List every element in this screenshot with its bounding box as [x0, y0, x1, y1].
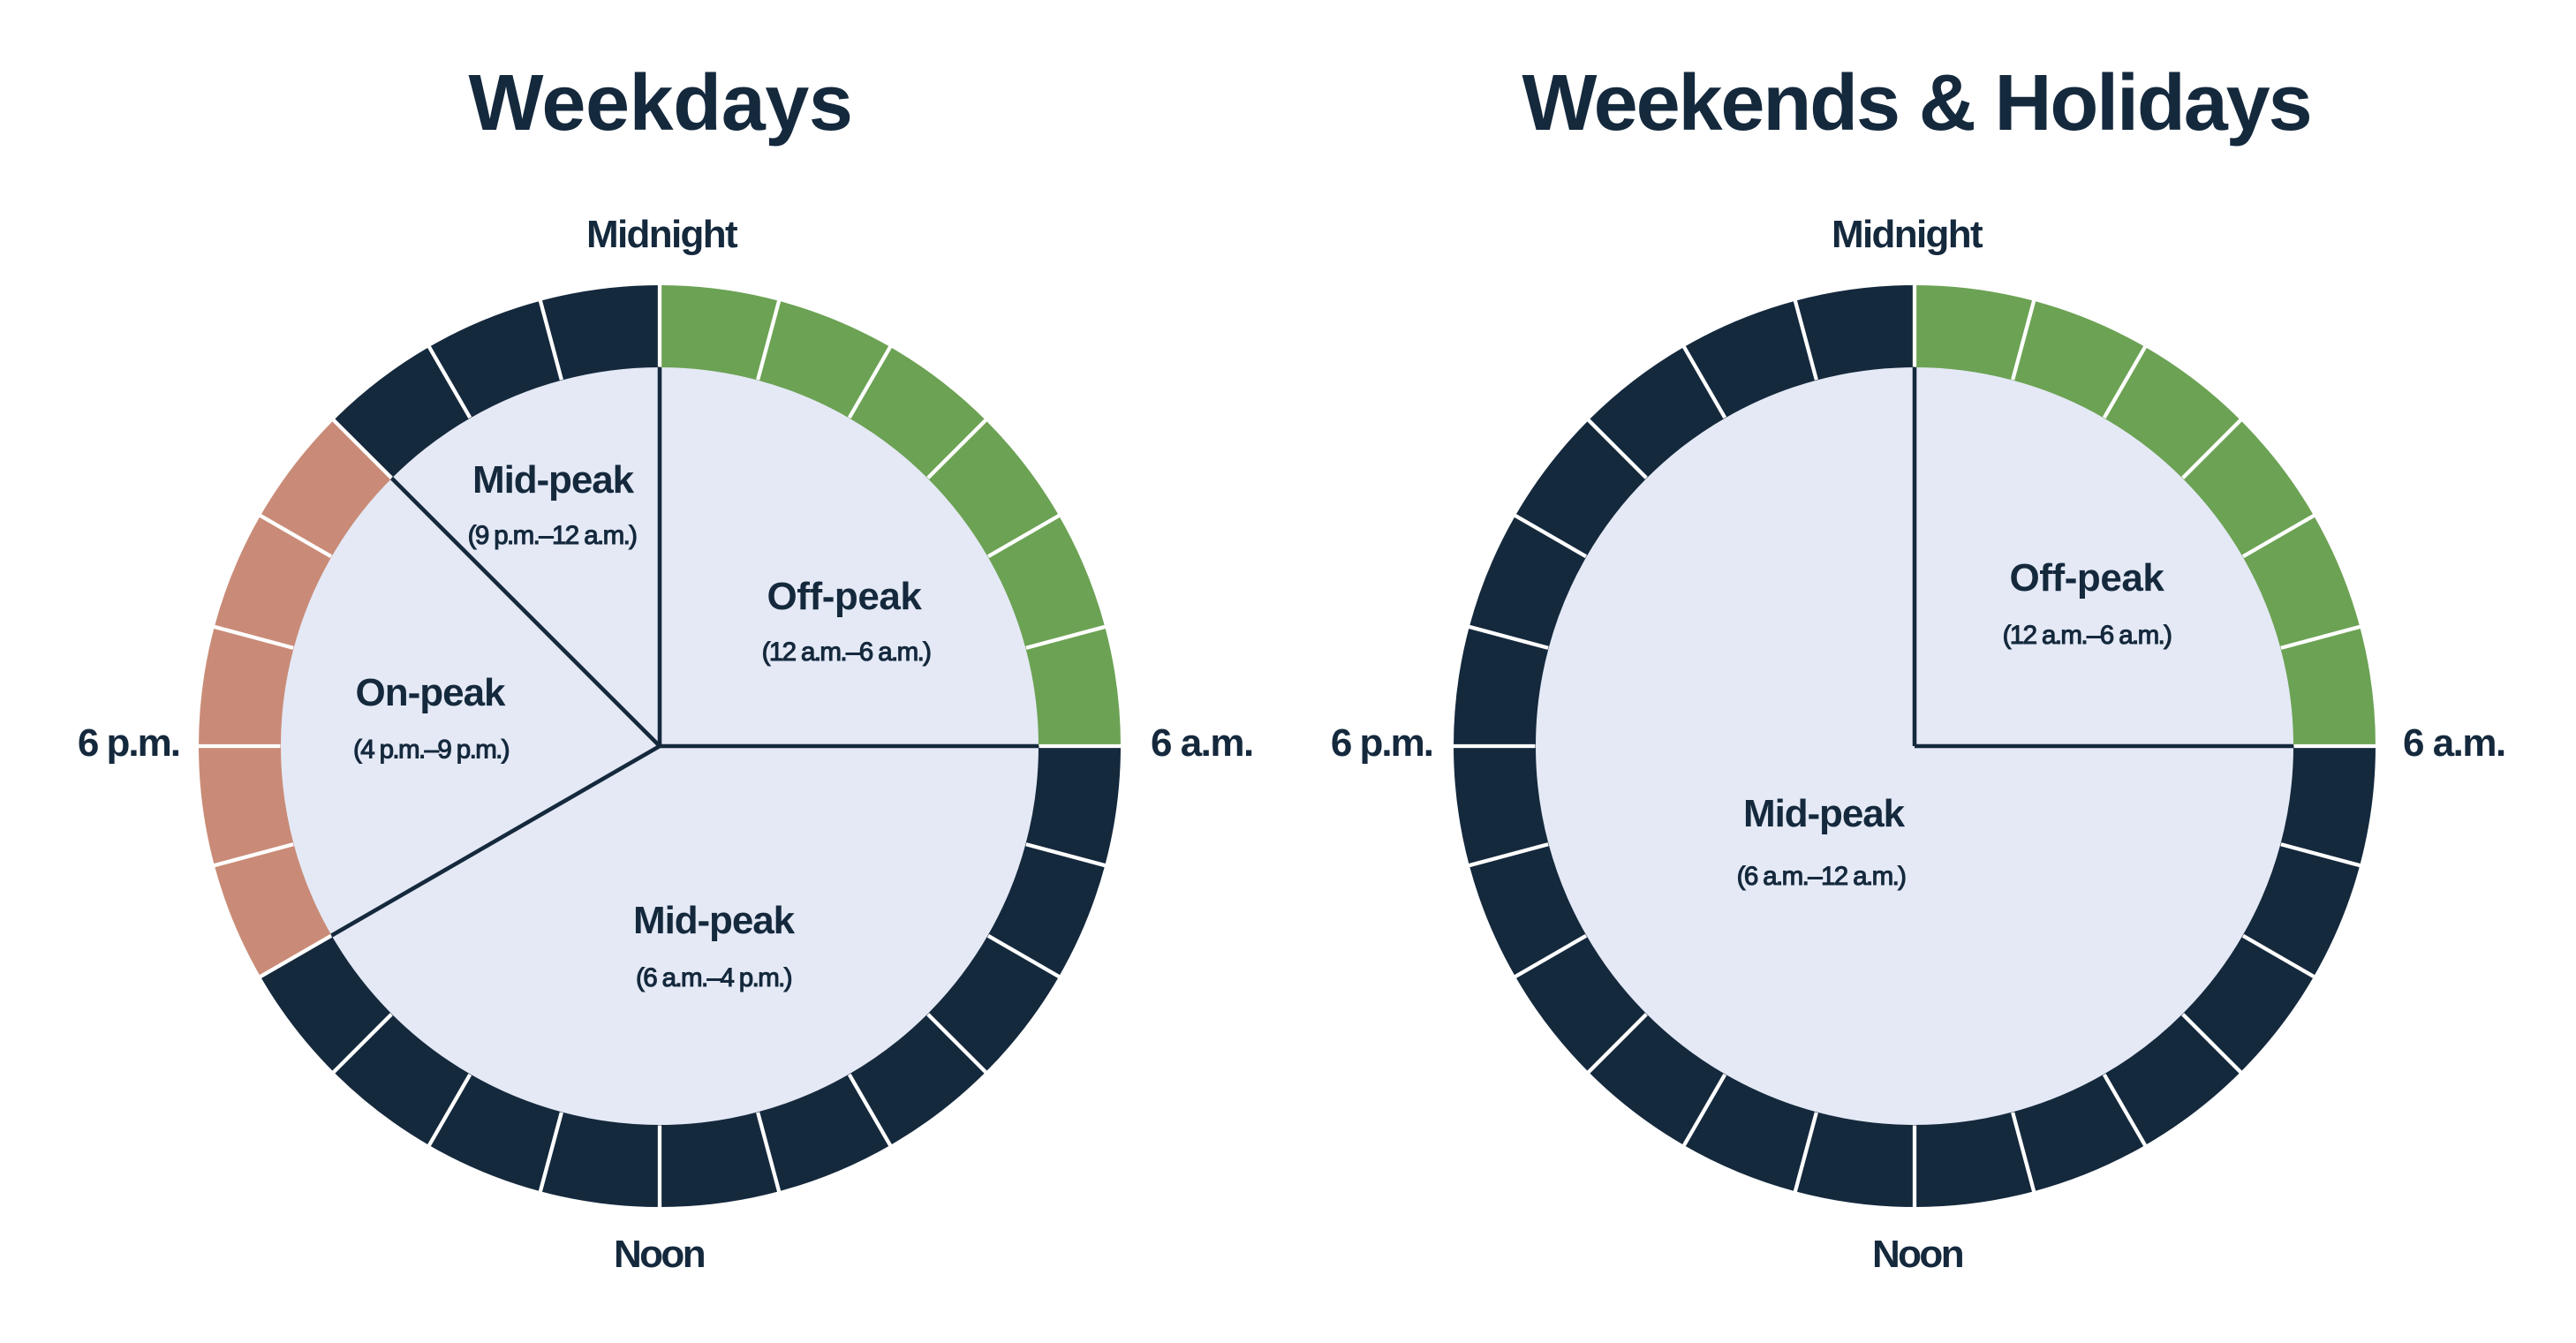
- svg-text:(12 a.m.–6 a.m.): (12 a.m.–6 a.m.): [2003, 621, 2172, 650]
- svg-text:Weekdays: Weekdays: [468, 59, 852, 147]
- svg-text:6 p.m.: 6 p.m.: [1331, 721, 1432, 765]
- svg-text:Midnight: Midnight: [1832, 213, 1983, 256]
- svg-text:Weekends & Holidays: Weekends & Holidays: [1522, 59, 2310, 147]
- svg-text:Midnight: Midnight: [586, 213, 738, 256]
- svg-text:(6 a.m.–12 a.m.): (6 a.m.–12 a.m.): [1737, 862, 1906, 891]
- svg-text:6 p.m.: 6 p.m.: [78, 721, 179, 765]
- svg-text:(9 p.m.–12 a.m.): (9 p.m.–12 a.m.): [468, 521, 637, 550]
- svg-text:Mid-peak: Mid-peak: [472, 458, 635, 502]
- svg-text:On-peak: On-peak: [355, 671, 506, 714]
- svg-text:(12 a.m.–6 a.m.): (12 a.m.–6 a.m.): [762, 638, 931, 667]
- svg-text:Mid-peak: Mid-peak: [1743, 792, 1906, 835]
- svg-text:Noon: Noon: [1872, 1233, 1963, 1276]
- svg-text:6 a.m.: 6 a.m.: [2403, 721, 2505, 765]
- svg-text:Off-peak: Off-peak: [767, 575, 923, 618]
- svg-text:6 a.m.: 6 a.m.: [1151, 721, 1253, 765]
- svg-text:(6 a.m.–4 p.m.): (6 a.m.–4 p.m.): [636, 963, 791, 992]
- svg-text:Mid-peak: Mid-peak: [633, 899, 796, 942]
- svg-text:(4 p.m.–9 p.m.): (4 p.m.–9 p.m.): [353, 736, 509, 765]
- svg-text:Noon: Noon: [614, 1233, 705, 1276]
- svg-text:Off-peak: Off-peak: [2010, 556, 2165, 600]
